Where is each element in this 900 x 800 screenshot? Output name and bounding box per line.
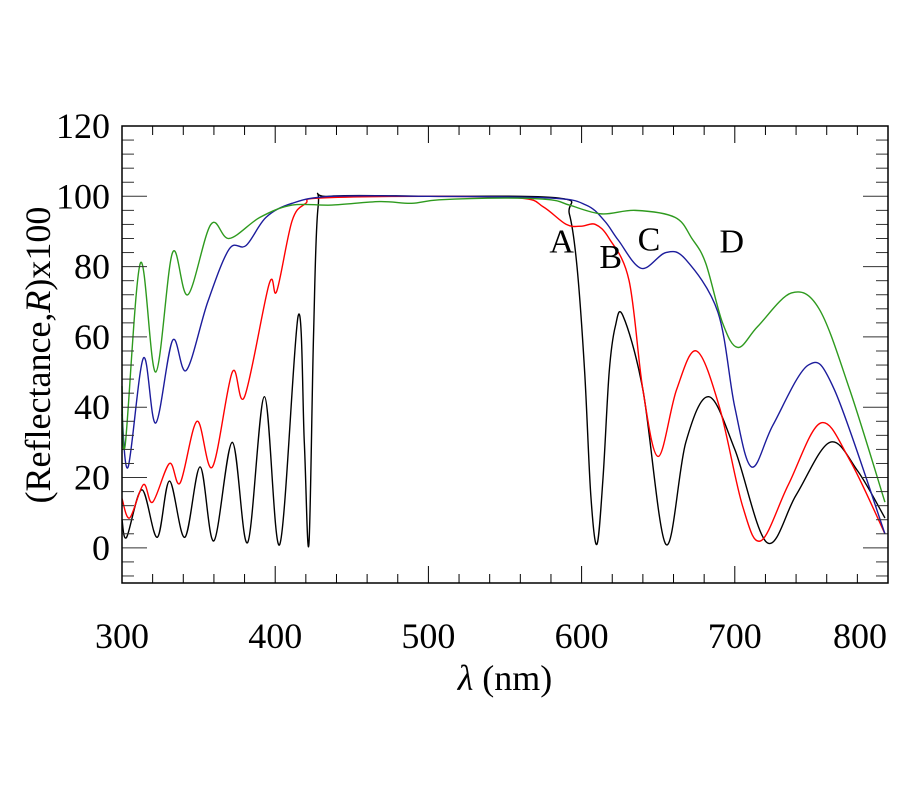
x-tick-label: 300 [95,616,149,656]
y-axis-suffix: )x100 [18,207,58,291]
x-tick-label: 600 [555,616,609,656]
plot-frame [121,125,889,584]
x-axis-label: λ (nm) [457,658,553,698]
x-tick-label: 700 [708,616,762,656]
series-line-D [121,197,886,503]
series-line-A [121,192,886,548]
series-line-C [121,195,886,535]
curves [121,192,886,548]
curve-label-B: B [599,239,622,276]
y-tick-label: 60 [74,317,110,357]
y-tick-label: 20 [74,458,110,498]
y-tick-label: 100 [56,176,110,216]
y-axis-symbol: R [18,291,58,314]
curve-label-C: C [638,221,661,258]
series-line-B [121,195,886,542]
y-axis-prefix: (Reflectance, [18,313,58,504]
y-tick-label: 80 [74,247,110,287]
y-tick-label: 0 [92,528,110,568]
y-axis-label: (Reflectance,R)x100 [18,207,58,504]
tick-labels: 300 400 500 600 700 800 0 20 40 60 80 100 120 [56,106,887,656]
y-tick-label: 40 [74,387,110,427]
x-axis-symbol: λ [457,658,474,698]
x-tick-label: 800 [833,616,887,656]
x-tick-label: 400 [248,616,302,656]
curve-label-A: A [549,223,574,260]
curve-label-D: D [719,223,744,260]
y-tick-label: 120 [56,106,110,146]
x-axis-unit: (nm) [473,658,552,698]
axis-ticks [121,125,889,583]
x-tick-label: 500 [401,616,455,656]
